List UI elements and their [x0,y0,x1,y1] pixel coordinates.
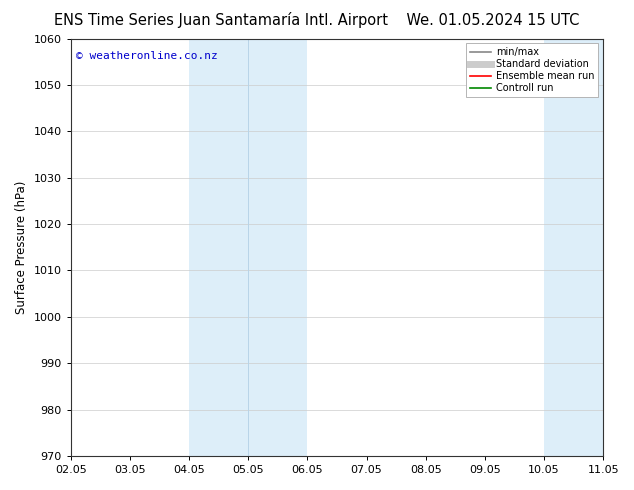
Y-axis label: Surface Pressure (hPa): Surface Pressure (hPa) [15,181,28,314]
Text: © weatheronline.co.nz: © weatheronline.co.nz [76,51,218,61]
Legend: min/max, Standard deviation, Ensemble mean run, Controll run: min/max, Standard deviation, Ensemble me… [466,44,598,97]
Text: ENS Time Series Juan Santamaría Intl. Airport    We. 01.05.2024 15 UTC: ENS Time Series Juan Santamaría Intl. Ai… [55,12,579,28]
Bar [544,39,603,456]
Bar [189,39,307,456]
